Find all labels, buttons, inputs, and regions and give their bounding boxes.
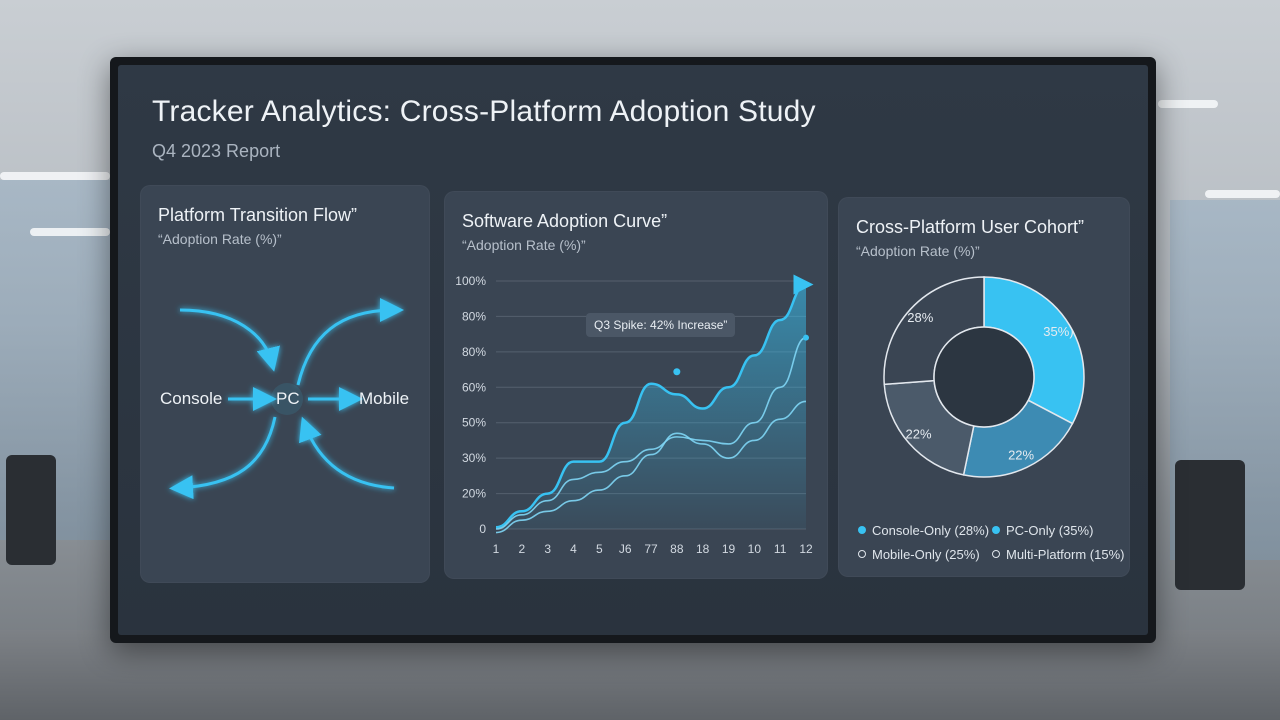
cohort-donut-chart: 35%) 22% 22% 28% <box>883 276 1085 478</box>
line-chart-title: Software Adoption Curve” <box>462 211 668 231</box>
y-tick-label: 80% <box>462 345 486 359</box>
flow-panel-subtitle: “Adoption Rate (%)” <box>158 231 282 247</box>
legend-item-pc-only: PC-Only (35%) <box>992 523 1093 538</box>
x-tick-label: 18 <box>696 542 710 556</box>
flow-panel-title: Platform Transition Flow” <box>158 205 358 225</box>
ceiling-light <box>1205 190 1280 198</box>
adoption-line-chart: 020%30%50%60%80%80%100%1 2 3 4 5 J6 77 88 18 19 10… <box>455 274 814 556</box>
x-tick-label: 4 <box>570 542 577 556</box>
legend-item-console-only: Console-Only (28%) <box>858 523 989 538</box>
y-tick-label: 100% <box>455 274 486 288</box>
x-tick-label: J6 <box>619 542 632 556</box>
dashboard-screen: Tracker Analytics: Cross-Platform Adopti… <box>118 65 1148 635</box>
mobile-node-label: Mobile <box>359 389 410 408</box>
ceiling-light <box>1158 100 1218 108</box>
series-line-primary <box>495 274 814 529</box>
platform-transition-panel: Platform Transition Flow” “Adoption Rate… <box>140 185 430 583</box>
slice-label: 22% <box>906 426 932 441</box>
x-tick-label: 77 <box>644 542 658 556</box>
flow-diagram <box>169 298 404 500</box>
legend-marker <box>858 526 866 534</box>
annotation-point <box>673 368 681 376</box>
slice-label: 35%) <box>1043 324 1073 339</box>
pie-chart-subtitle: “Adoption Rate (%)” <box>856 243 980 259</box>
spike-annotation: Q3 Spike: 42% Increase” <box>586 313 736 337</box>
pc-node-glow <box>271 383 303 415</box>
user-cohort-panel: Cross-Platform User Cohort” “Adoption Ra… <box>838 197 1130 577</box>
legend-item-multi-platform: Multi-Platform (15%) <box>992 547 1124 562</box>
x-tick-label: 1 <box>493 542 500 556</box>
donut-hole <box>933 326 1035 428</box>
flow-arrow <box>169 416 277 500</box>
x-tick-label: 12 <box>799 542 813 556</box>
pie-chart-title: Cross-Platform User Cohort” <box>856 217 1085 237</box>
x-tick-label: 88 <box>670 542 684 556</box>
report-title: Tracker Analytics: Cross-Platform Adopti… <box>152 95 816 128</box>
slice-label: 28% <box>907 310 933 325</box>
slice-label: 22% <box>1008 448 1034 463</box>
legend-marker <box>992 526 1000 534</box>
x-tick-label: 10 <box>748 542 762 556</box>
x-tick-label: 5 <box>596 542 603 556</box>
office-chair <box>1175 460 1245 590</box>
y-tick-label: 20% <box>462 487 486 501</box>
series-line-3 <box>495 400 807 534</box>
flow-arrow <box>296 298 404 386</box>
y-tick-label: 80% <box>462 309 486 323</box>
flow-arrow <box>179 308 280 372</box>
y-tick-label: 60% <box>462 380 486 394</box>
adoption-curve-panel: Software Adoption Curve” “Adoption Rate … <box>444 191 828 579</box>
y-tick-label: 30% <box>462 451 486 465</box>
y-tick-label: 0 <box>479 522 486 536</box>
flow-arrow <box>299 416 395 490</box>
console-node-label: Console <box>160 389 223 408</box>
x-tick-label: 19 <box>722 542 736 556</box>
series-line-2 <box>495 336 807 530</box>
display-monitor: Tracker Analytics: Cross-Platform Adopti… <box>110 57 1156 643</box>
legend-marker <box>858 550 866 558</box>
ceiling-light <box>0 172 110 180</box>
office-floor <box>0 630 1280 720</box>
x-tick-label: 3 <box>544 542 551 556</box>
x-tick-label: 2 <box>518 542 525 556</box>
report-subtitle: Q4 2023 Report <box>152 141 281 161</box>
x-tick-label: 11 <box>774 542 787 556</box>
line-chart-subtitle: “Adoption Rate (%)” <box>462 237 586 253</box>
ceiling-light <box>30 228 110 236</box>
legend-marker <box>992 550 1000 558</box>
series-area-fill <box>496 284 806 529</box>
series-end-point <box>803 334 809 341</box>
office-chair <box>6 455 56 565</box>
legend-item-mobile-only: Mobile-Only (25%) <box>858 547 980 562</box>
y-tick-label: 50% <box>462 416 486 430</box>
pc-node-label: PC <box>276 389 300 408</box>
